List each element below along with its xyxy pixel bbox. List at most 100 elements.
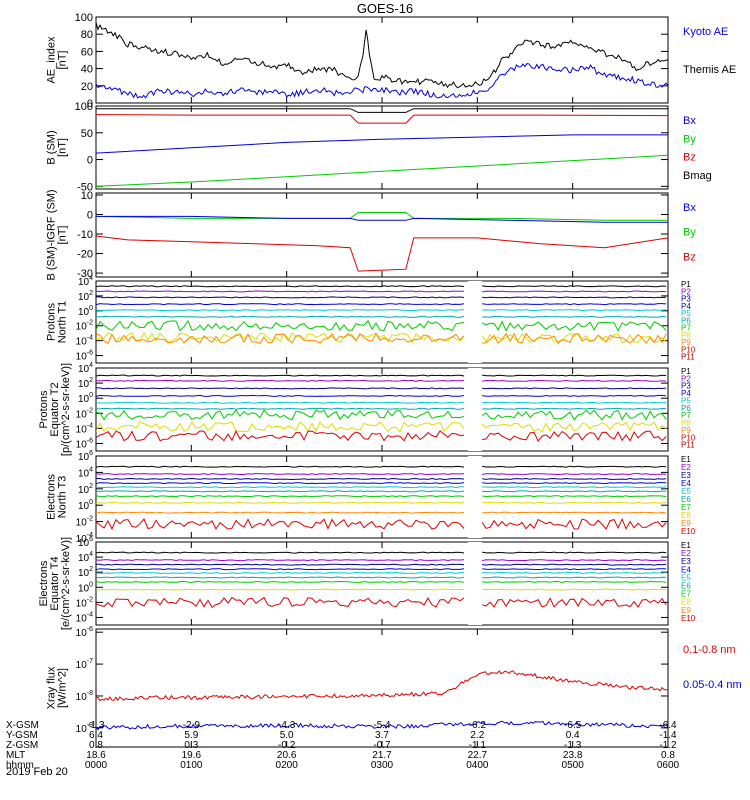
channel-legend-e10: E10 (681, 527, 696, 536)
channel-legend-p10: P10 (681, 345, 696, 354)
y-tick-label: 106 (78, 450, 93, 463)
y-tick-label: 10-8 (76, 690, 93, 703)
y-axis-label: Equator T2 (49, 382, 61, 436)
channel-line-e10 (96, 518, 465, 531)
x-axis-value: -2.9 (183, 720, 201, 731)
channel-line-e3 (482, 477, 667, 480)
y-tick-label: 100 (78, 499, 93, 512)
y-axis-label: [nT] (57, 51, 69, 70)
channel-line-e5 (482, 571, 667, 574)
series-line-by (96, 212, 668, 221)
x-axis-value: 0.3 (184, 740, 198, 751)
data-group (96, 670, 668, 731)
channel-line-e2 (96, 472, 465, 476)
channel-legend-p7: P7 (681, 324, 691, 333)
legend-entry: Bz (683, 152, 696, 164)
channel-legend-p2: P2 (681, 287, 691, 296)
channel-line-p5 (96, 309, 464, 312)
legend-entry: By (683, 227, 696, 239)
channel-line-p2 (96, 290, 465, 293)
x-axis-value: 0.8 (661, 750, 675, 761)
channel-line-p5 (482, 309, 667, 312)
channel-line-e4 (96, 568, 465, 571)
channel-line-e8 (96, 501, 465, 504)
series-line-bx (96, 215, 668, 223)
channel-legend-e9: E9 (681, 606, 691, 615)
channel-line-p4 (96, 303, 465, 306)
channel-line-p6 (96, 407, 465, 410)
panel-8: 10-6 10-7 10-8 10-9 Xray flux [W/m^2] 0.1-0.8 … (46, 626, 742, 748)
x-axis-value: -1.3 (87, 720, 105, 731)
data-gap (467, 281, 483, 363)
y-tick-label: 100 (78, 305, 93, 318)
x-axis-value: -5.4 (373, 720, 391, 731)
channel-legend-e8: E8 (681, 511, 691, 520)
y-tick-label: -30 (77, 268, 93, 280)
panel-frame (95, 455, 669, 539)
channel-line-p8 (481, 421, 667, 433)
channel-legend-e2: E2 (681, 463, 691, 472)
y-tick-label: 10-4 (76, 422, 93, 435)
channel-line-p1 (482, 285, 667, 288)
series-line-by (96, 154, 668, 187)
channel-line-e2 (482, 559, 667, 562)
y-tick-label: 0 (87, 209, 93, 221)
x-axis-value: 0400 (466, 760, 489, 771)
y-axis-label: [nT] (57, 138, 69, 157)
x-axis-value: 5.9 (184, 730, 198, 741)
channel-line-e3 (96, 563, 465, 566)
channel-line-p2 (482, 379, 667, 382)
y-tick-label: 10 (81, 190, 93, 202)
y-axis-label: Electrons (46, 474, 58, 520)
y-tick-label: 80 (81, 29, 93, 41)
x-axis-row-label: X-GSM (6, 720, 39, 731)
y-tick-label: 100 (75, 101, 93, 113)
channel-line-e8 (482, 501, 667, 504)
y-axis-label: Electrons (38, 560, 50, 606)
y-tick-label: 0 (87, 98, 93, 110)
channel-legend-p6: P6 (681, 316, 691, 325)
channel-line-e4 (96, 482, 465, 485)
channel-legend-p10: P10 (681, 433, 696, 442)
channel-legend-e6: E6 (681, 495, 691, 504)
y-tick-label: 10-6 (76, 437, 93, 450)
series-line-0-1-0-8-nm (96, 670, 668, 702)
channel-legend-p4: P4 (681, 302, 691, 311)
x-axis-value: 19.6 (182, 750, 202, 761)
legend-entry: Themis AE (683, 64, 736, 76)
channel-line-e10 (481, 517, 667, 530)
x-axis-value: -0.7 (373, 740, 391, 751)
channel-line-e7 (96, 495, 465, 498)
panel-frame (95, 16, 669, 104)
channel-line-p7 (96, 409, 465, 421)
channel-line-p5 (96, 401, 465, 404)
y-tick-label: 10-2 (76, 596, 93, 609)
x-axis-value: -1.2 (659, 740, 677, 751)
y-tick-label: 10-2 (76, 407, 93, 420)
channel-legend-e3: E3 (681, 471, 691, 480)
y-tick-label: 100 (75, 12, 93, 24)
y-tick-label: 102 (78, 377, 93, 390)
channel-line-e6 (482, 576, 667, 579)
channel-line-p1 (96, 374, 465, 377)
data-group (96, 212, 668, 272)
x-axis-row-label: Y-GSM (6, 730, 38, 741)
channel-legend-e9: E9 (681, 519, 691, 528)
channel-line-p9 (96, 332, 465, 345)
data-group (96, 22, 668, 99)
channel-legend-p1: P1 (681, 280, 691, 289)
channel-line-e3 (96, 477, 465, 481)
data-gap (467, 368, 483, 451)
channel-line-e1 (482, 551, 667, 554)
y-tick-label: 102 (78, 483, 93, 496)
y-tick-label: 0 (87, 155, 93, 167)
channel-line-e7 (482, 580, 667, 584)
y-axis-label: Xray flux (46, 666, 58, 709)
legend-entry: Bx (683, 115, 696, 127)
y-tick-label: 10-9 (76, 722, 93, 735)
figure-title: GOES-16 (357, 1, 413, 16)
x-axis-value: 0200 (276, 760, 299, 771)
data-gap (467, 542, 483, 625)
